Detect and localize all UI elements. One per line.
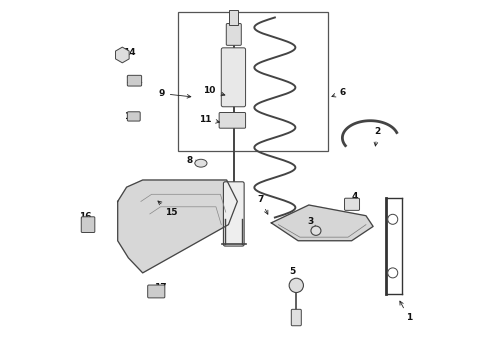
Text: 15: 15 <box>158 201 177 217</box>
Text: 7: 7 <box>257 195 267 214</box>
Text: 16: 16 <box>79 212 92 221</box>
Ellipse shape <box>310 226 320 235</box>
FancyBboxPatch shape <box>81 217 95 233</box>
Text: 8: 8 <box>185 156 199 165</box>
Text: 3: 3 <box>307 217 315 229</box>
Circle shape <box>387 214 397 224</box>
Text: 10: 10 <box>203 86 224 96</box>
Text: 5: 5 <box>289 267 296 285</box>
FancyBboxPatch shape <box>291 309 301 326</box>
Text: 14: 14 <box>123 48 136 57</box>
FancyBboxPatch shape <box>344 198 359 210</box>
Text: 17: 17 <box>154 283 166 292</box>
Text: 6: 6 <box>331 88 345 97</box>
Polygon shape <box>118 180 237 273</box>
Text: 1: 1 <box>399 301 411 322</box>
Text: 4: 4 <box>351 192 358 204</box>
FancyBboxPatch shape <box>219 112 245 128</box>
FancyBboxPatch shape <box>147 285 164 298</box>
Text: 2: 2 <box>373 127 380 146</box>
Text: 13: 13 <box>123 112 139 121</box>
FancyBboxPatch shape <box>127 112 140 121</box>
FancyBboxPatch shape <box>127 75 142 86</box>
FancyBboxPatch shape <box>223 182 244 246</box>
Circle shape <box>288 278 303 293</box>
Polygon shape <box>271 205 372 241</box>
FancyBboxPatch shape <box>226 23 241 45</box>
Text: 12: 12 <box>125 76 142 85</box>
Bar <box>178 12 328 152</box>
Ellipse shape <box>194 159 206 167</box>
Circle shape <box>387 268 397 278</box>
Text: 11: 11 <box>199 115 219 124</box>
FancyBboxPatch shape <box>229 10 238 25</box>
Text: 9: 9 <box>158 89 190 98</box>
FancyBboxPatch shape <box>221 48 245 107</box>
